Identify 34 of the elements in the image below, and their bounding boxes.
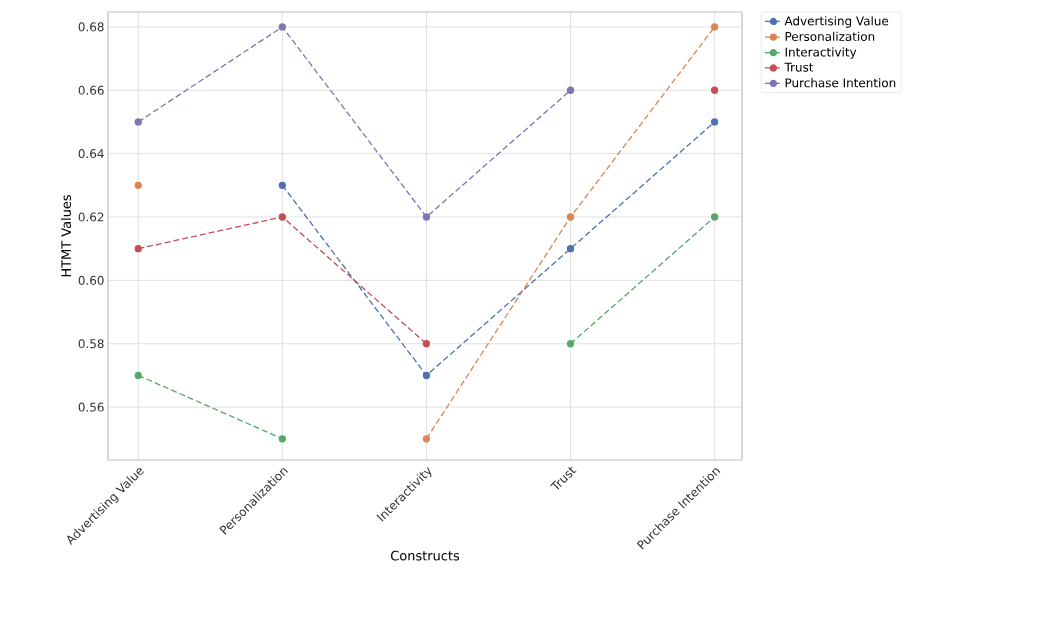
y-tick-label: 0.60 (78, 275, 104, 285)
y-tick-label: 0.66 (78, 85, 104, 95)
point (422, 371, 431, 380)
point (566, 245, 575, 253)
y-tick-label: 0.68 (78, 22, 104, 32)
y-tick-label: 0.58 (78, 339, 104, 349)
point (134, 118, 142, 126)
y-tick-label: 0.64 (78, 149, 104, 159)
legend-label: Interactivity (785, 47, 857, 59)
point (566, 340, 575, 348)
point (422, 340, 431, 348)
point (134, 181, 142, 189)
legend-label: Personalization (785, 31, 875, 41)
point (710, 213, 719, 221)
point (710, 118, 719, 126)
point (566, 213, 575, 221)
x-axis-title: Constructs (390, 550, 460, 561)
legend-label: Purchase Intention (785, 78, 896, 88)
point (422, 213, 431, 221)
y-axis-title: HTMT Values (60, 195, 72, 277)
point (278, 213, 286, 221)
point (134, 371, 142, 380)
point (422, 435, 431, 443)
y-tick-label: 0.62 (78, 212, 104, 222)
point (278, 23, 286, 31)
point (566, 86, 575, 94)
point (278, 435, 286, 443)
legend-label: Trust (784, 62, 814, 72)
point (134, 245, 142, 253)
point (710, 23, 719, 31)
point (278, 181, 286, 189)
y-tick-label: 0.56 (78, 402, 104, 412)
legend-label: Advertising Value (784, 16, 889, 28)
point (710, 86, 719, 94)
